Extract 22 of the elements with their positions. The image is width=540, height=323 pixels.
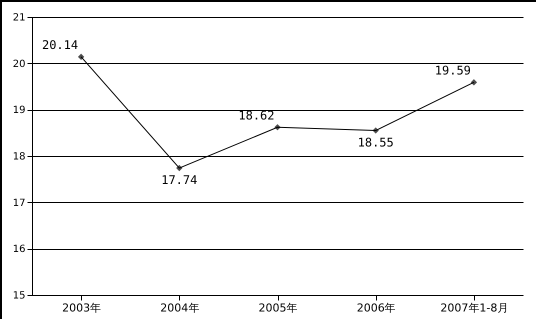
data-label: 18.62	[238, 108, 274, 122]
x-tick-label: 2006年	[356, 302, 396, 314]
data-label: 17.74	[161, 173, 198, 188]
y-tick-label: 18	[12, 152, 26, 162]
data-label: 20.14	[42, 38, 78, 52]
point	[470, 79, 478, 86]
point	[176, 164, 182, 172]
y-tick-label: 20	[12, 58, 26, 70]
y-tick-label: 16	[12, 244, 26, 256]
x-tick-label: 2003年	[62, 302, 102, 314]
x-tick-label: 2005年	[258, 302, 298, 314]
point	[274, 124, 281, 130]
y-tick-label: 19	[12, 105, 26, 116]
data-label: 19.59	[434, 63, 471, 78]
data-label: 18.55	[358, 136, 394, 150]
x-tick-label: 2007年1-8月	[440, 302, 508, 314]
point	[372, 127, 379, 134]
y-tick-label: 21	[12, 12, 26, 24]
y-tick-label: 15	[12, 290, 26, 302]
x-tick-label: 2004年	[160, 302, 200, 314]
y-tick-label: 17	[12, 198, 26, 209]
point	[78, 54, 84, 60]
